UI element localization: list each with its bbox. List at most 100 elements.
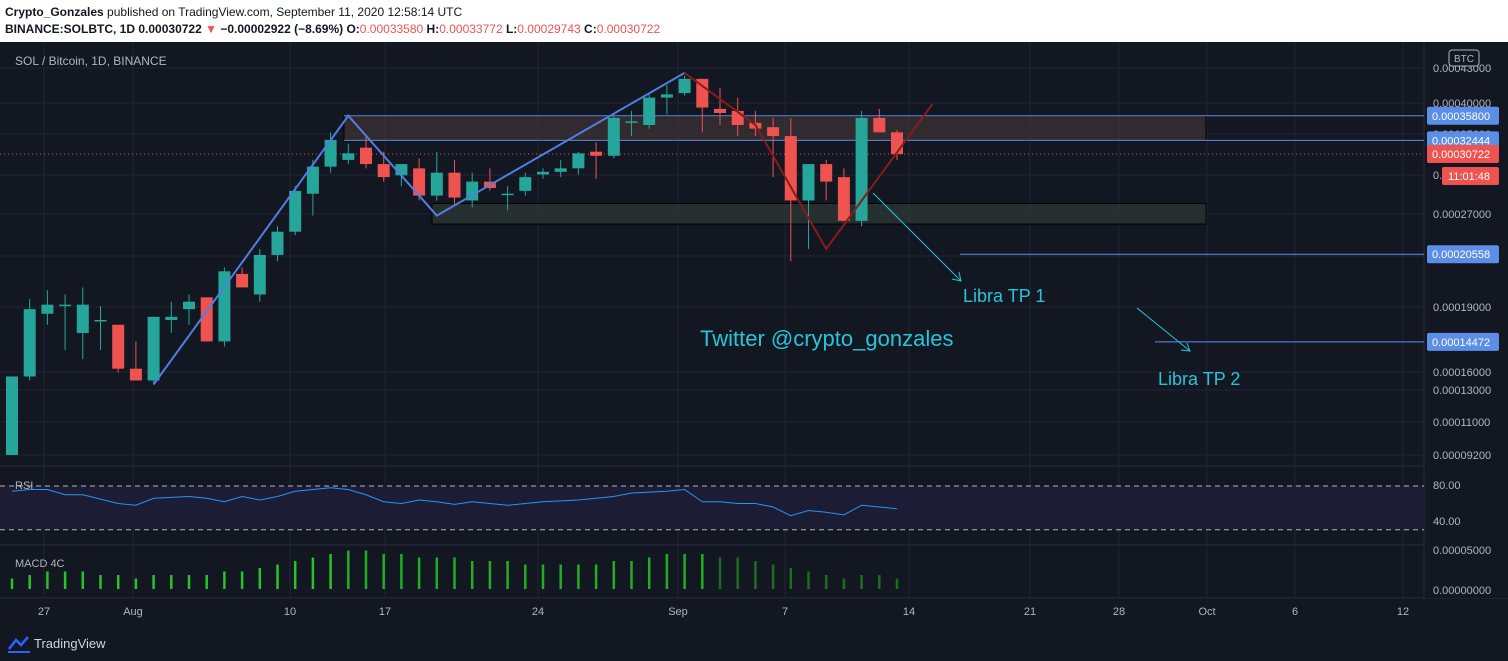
currency-badge-text: BTC [1454, 54, 1474, 65]
annotation-twitter: Twitter @crypto_gonzales [700, 326, 953, 351]
candle [625, 110, 638, 137]
candle [501, 186, 514, 211]
rsi-label: RSI [15, 480, 33, 492]
countdown-badge [1442, 166, 1499, 185]
time-tick: 10 [284, 606, 296, 618]
candle-body [129, 368, 142, 381]
time-tick: 12 [1397, 606, 1409, 618]
chart-title: SOL / Bitcoin, 1D, BINANCE [15, 54, 167, 68]
time-tick: 24 [532, 606, 544, 618]
candle [607, 114, 620, 159]
price-tick: 0.00016000 [1433, 367, 1491, 379]
candle [165, 301, 178, 333]
footer: TradingView [0, 628, 1508, 661]
arrow-head-icon [1180, 342, 1191, 352]
price-axis[interactable]: 0.000430000.000400000.000350000.00031000… [1425, 42, 1508, 598]
time-tick: Oct [1198, 606, 1215, 618]
rsi-pane: RSI [0, 480, 1424, 531]
candle-body [678, 78, 691, 94]
candle-body [873, 117, 886, 133]
candle [360, 136, 372, 169]
candle-body [165, 316, 178, 320]
candle-body [147, 316, 160, 381]
candle-body [784, 136, 797, 201]
tradingview-brand[interactable]: TradingView [34, 636, 106, 651]
price-tick: 0.00027000 [1433, 209, 1491, 221]
candle [430, 151, 443, 201]
rsi-tick: 80.00 [1433, 480, 1461, 492]
candle [94, 306, 107, 351]
price-label-text: 0.00032444 [1432, 135, 1490, 147]
chart-area[interactable]: Libra TP 1 Libra TP 2 Twitter @crypto_gonz… [0, 42, 1508, 628]
arrow-head-icon [951, 271, 962, 282]
candle [554, 159, 567, 178]
candle-body [306, 166, 319, 194]
high-value: 0.00033772 [439, 22, 503, 36]
arrow-line [872, 192, 962, 282]
symbol-label: BINANCE:SOLBTC, 1D [5, 22, 136, 36]
candle [413, 158, 426, 201]
time-tick: 28 [1113, 606, 1125, 618]
tradingview-logo-icon[interactable] [7, 635, 31, 653]
candle-body [271, 231, 284, 255]
rsi-tick: 40.00 [1433, 516, 1461, 528]
candle [714, 88, 726, 125]
candle-body [342, 153, 355, 160]
candle [643, 94, 656, 129]
low-value: 0.00029743 [517, 22, 581, 36]
candle-body [448, 172, 461, 198]
price-label-badge [1427, 332, 1499, 351]
candle-body [413, 168, 426, 196]
candle-body [466, 181, 479, 201]
close-label: C: [584, 22, 597, 36]
candle-body [76, 304, 89, 333]
candle [306, 159, 319, 216]
annotation-tp2: Libra TP 2 [1158, 369, 1240, 389]
candle [59, 294, 72, 351]
candle [837, 168, 850, 221]
rsi-line [11, 487, 898, 517]
candle-body [218, 271, 231, 342]
candle-body [625, 121, 638, 123]
candle-body [837, 177, 850, 221]
candle-body [23, 309, 36, 377]
candle [696, 78, 709, 133]
candle-body [802, 164, 815, 201]
price-axis-background [1425, 42, 1508, 598]
time-tick: 7 [782, 606, 788, 618]
candle-body [767, 127, 780, 137]
candle [342, 143, 355, 165]
price-change: −0.00002922 (−8.69%) [220, 22, 344, 36]
price-label-text: 0.00035800 [1432, 111, 1490, 123]
candle [660, 84, 673, 115]
candle-body [360, 147, 372, 165]
candle [537, 168, 549, 179]
candle-body [324, 139, 337, 167]
publish-header: Crypto_Gonzales published on TradingView… [0, 0, 1508, 42]
candle [802, 164, 815, 249]
pattern-line-red [684, 72, 934, 251]
candle-body [660, 94, 673, 98]
countdown-text: 11:01:48 [1448, 171, 1490, 183]
candle [6, 376, 18, 455]
candle [129, 341, 142, 381]
candle [767, 117, 780, 178]
time-axis[interactable]: 27 Aug 10 17 24 Sep 7 14 21 28 Oct 6 12 [38, 606, 1409, 618]
candle [466, 172, 479, 208]
time-tick: Aug [123, 606, 143, 618]
candle [820, 159, 833, 201]
price-label-badge [1427, 106, 1499, 125]
price-tick: 0.00009200 [1433, 450, 1491, 462]
candle-body [607, 117, 620, 156]
macd-tick: 0.00005000 [1433, 545, 1491, 557]
rsi-band [0, 486, 1424, 530]
candle [855, 110, 868, 227]
candle [572, 151, 585, 175]
price-label-badge [1427, 131, 1499, 150]
candle [23, 298, 36, 381]
author-name[interactable]: Crypto_Gonzales [5, 5, 104, 19]
price-label-badge [1427, 144, 1499, 163]
candle [271, 226, 284, 262]
candle-body [537, 171, 549, 175]
candle [112, 324, 125, 373]
